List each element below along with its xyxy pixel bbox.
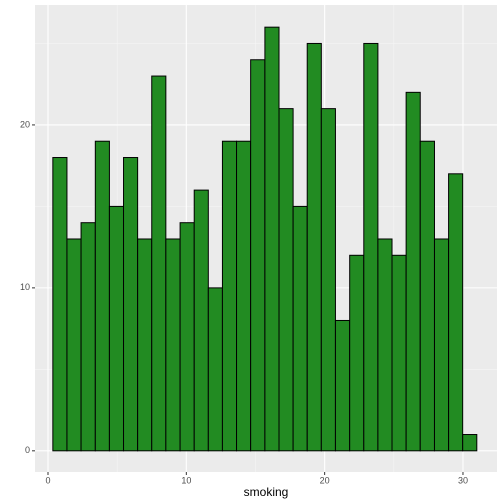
bar (334, 319, 351, 452)
bar (179, 222, 195, 452)
bar (377, 238, 393, 452)
bar (264, 26, 280, 452)
bar (419, 140, 435, 452)
bar (391, 254, 407, 452)
y-tick-label: 0 (25, 445, 30, 455)
bar (193, 189, 209, 452)
bar (151, 75, 167, 452)
bar (405, 91, 421, 452)
x-tick-label: 10 (181, 475, 191, 485)
bar (221, 140, 238, 452)
bar (52, 157, 68, 452)
bar (349, 254, 365, 452)
bar (306, 42, 322, 452)
bar (363, 42, 379, 452)
bar (94, 140, 110, 452)
bar (433, 238, 450, 452)
bar (250, 59, 266, 452)
bar (123, 157, 139, 452)
bar (165, 238, 181, 452)
x-axis-label: smoking (244, 485, 289, 499)
bar (462, 434, 478, 452)
bar (292, 205, 308, 452)
bar (448, 173, 464, 452)
bar (320, 108, 336, 452)
x-tick-label: 0 (45, 475, 50, 485)
bar (236, 140, 252, 452)
bar (66, 238, 82, 452)
bar (80, 222, 96, 452)
bar (207, 287, 223, 452)
y-tick-label: 20 (20, 119, 30, 129)
x-tick-label: 20 (320, 475, 330, 485)
bar (278, 108, 294, 452)
bar (108, 205, 125, 452)
bar (137, 238, 153, 452)
y-tick-label: 10 (20, 282, 30, 292)
x-tick-label: 30 (458, 475, 468, 485)
